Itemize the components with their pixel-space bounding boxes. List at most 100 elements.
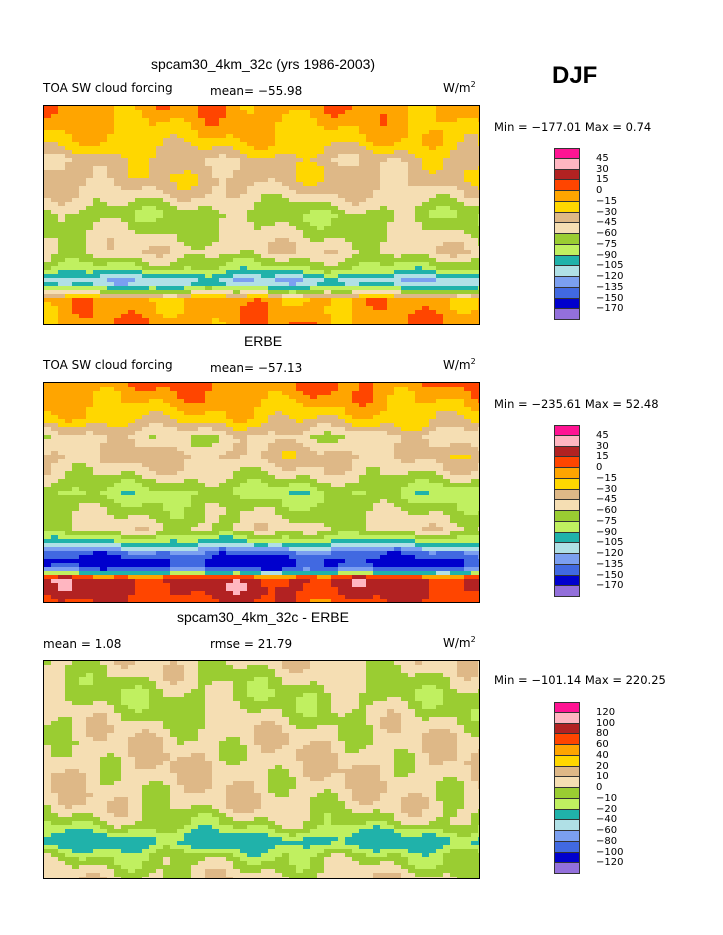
contour-cell <box>380 130 388 135</box>
contour-cell <box>205 431 213 436</box>
contour-cell <box>429 242 437 247</box>
contour-cell <box>450 110 458 115</box>
contour-cell <box>275 202 283 207</box>
contour-cell <box>268 266 276 271</box>
contour-cell <box>415 214 423 219</box>
contour-cell <box>457 182 465 187</box>
contour-cell <box>121 298 129 303</box>
contour-cell <box>317 427 325 432</box>
contour-cell <box>135 126 143 131</box>
contour-cell <box>219 182 227 187</box>
contour-cell <box>422 463 430 468</box>
contour-cell <box>72 463 80 468</box>
contour-cell <box>247 174 255 179</box>
contour-cell <box>282 302 290 307</box>
colorbar-swatch <box>554 277 580 288</box>
contour-cell <box>464 174 472 179</box>
contour-cell <box>191 138 199 143</box>
contour-cell <box>240 407 248 412</box>
contour-cell <box>387 186 395 191</box>
contour-cell <box>422 298 430 303</box>
contour-cell <box>212 294 220 299</box>
contour-cell <box>72 435 80 440</box>
contour-cell <box>394 399 402 404</box>
contour-cell <box>303 415 311 420</box>
contour-cell <box>324 262 332 267</box>
contour-cell <box>247 294 255 299</box>
contour-cell <box>408 294 416 299</box>
contour-cell <box>296 226 304 231</box>
contour-cell <box>65 387 73 392</box>
contour-cell <box>345 210 353 215</box>
contour-cell <box>261 206 269 211</box>
contour-cell <box>303 286 311 291</box>
contour-cell <box>387 230 395 235</box>
contour-cell <box>205 455 213 460</box>
contour-cell <box>380 182 388 187</box>
contour-cell <box>436 142 444 147</box>
contour-cell <box>282 459 290 464</box>
contour-cell <box>156 451 164 456</box>
contour-cell <box>65 383 73 388</box>
contour-cell <box>170 266 178 271</box>
contour-cell <box>436 186 444 191</box>
contour-cell <box>240 202 248 207</box>
contour-cell <box>422 471 430 476</box>
contour-cell <box>163 278 171 283</box>
contour-cell <box>247 162 255 167</box>
colorbar-swatch <box>554 266 580 277</box>
contour-cell <box>212 106 220 111</box>
contour-cell <box>338 246 346 251</box>
contour-cell <box>359 395 367 400</box>
contour-cell <box>233 114 241 119</box>
contour-cell <box>373 218 381 223</box>
contour-cell <box>464 242 472 247</box>
contour-cell <box>247 146 255 151</box>
contour-cell <box>247 142 255 147</box>
contour-cell <box>219 238 227 243</box>
contour-cell <box>387 282 395 287</box>
contour-cell <box>401 254 409 259</box>
contour-cell <box>317 431 325 436</box>
contour-cell <box>275 230 283 235</box>
contour-cell <box>261 186 269 191</box>
contour-cell <box>471 435 479 440</box>
contour-cell <box>86 226 94 231</box>
contour-cell <box>170 198 178 203</box>
contour-cell <box>450 162 458 167</box>
contour-cell <box>317 383 325 388</box>
contour-cell <box>275 258 283 263</box>
contour-cell <box>471 202 479 207</box>
contour-cell <box>100 407 108 412</box>
contour-cell <box>443 282 451 287</box>
contour-cell <box>142 306 150 311</box>
contour-cell <box>289 274 297 279</box>
contour-cell <box>310 298 318 303</box>
contour-cell <box>338 242 346 247</box>
contour-cell <box>282 166 290 171</box>
contour-cell <box>303 395 311 400</box>
contour-cell <box>324 278 332 283</box>
contour-cell <box>289 122 297 127</box>
contour-cell <box>282 455 290 460</box>
contour-cell <box>268 322 276 324</box>
contour-cell <box>121 411 129 416</box>
contour-cell <box>415 274 423 279</box>
contour-cell <box>352 423 360 428</box>
contour-cell <box>450 306 458 311</box>
contour-cell <box>177 475 185 480</box>
contour-cell <box>51 399 59 404</box>
contour-cell <box>261 443 269 448</box>
contour-cell <box>464 142 472 147</box>
contour-cell <box>464 226 472 231</box>
contour-cell <box>359 467 367 472</box>
contour-cell <box>303 142 311 147</box>
contour-cell <box>317 198 325 203</box>
contour-cell <box>443 154 451 159</box>
contour-cell <box>401 258 409 263</box>
contour-cell <box>128 142 136 147</box>
contour-cell <box>373 150 381 155</box>
contour-cell <box>429 166 437 171</box>
contour-cell <box>72 294 80 299</box>
contour-cell <box>135 110 143 115</box>
